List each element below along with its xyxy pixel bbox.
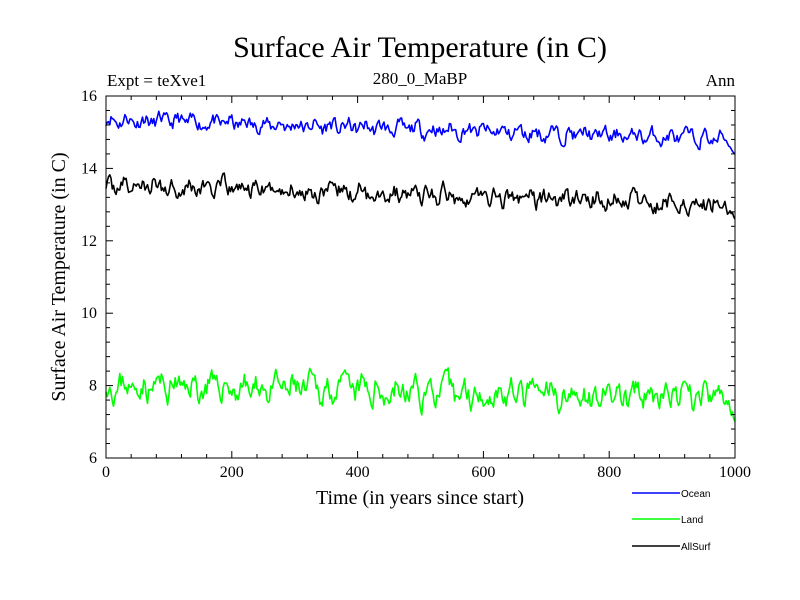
series-line-ocean — [105, 110, 736, 155]
chart-subtitle: 280_0_MaBP — [373, 69, 467, 88]
series-line-allsurf — [105, 172, 736, 220]
plot-area: 0 200 400 600 800 1000 6 8 10 12 14 16 — [81, 88, 751, 481]
x-tick-label: 800 — [597, 464, 621, 481]
series-line-land — [105, 367, 736, 423]
x-tick-label: 200 — [220, 464, 244, 481]
legend-label-ocean: Ocean — [681, 489, 710, 500]
season-label: Ann — [706, 71, 736, 90]
x-tick-label: 0 — [102, 464, 110, 481]
x-axis-label: Time (in years since start) — [316, 487, 524, 509]
y-axis-label: Surface Air Temperature (in C) — [48, 152, 70, 401]
legend-label-allsurf: AllSurf — [681, 542, 711, 553]
y-tick-label: 6 — [89, 450, 97, 467]
y-tick-label: 14 — [81, 160, 97, 177]
y-tick-label: 12 — [81, 233, 97, 250]
x-tick-label: 1000 — [719, 464, 751, 481]
x-tick-label: 400 — [346, 464, 370, 481]
chart-title: Surface Air Temperature (in C) — [233, 31, 607, 64]
x-tick-label: 600 — [471, 464, 495, 481]
y-tick-label: 10 — [81, 305, 97, 322]
plot-frame — [105, 95, 736, 459]
y-tick-label: 16 — [81, 88, 97, 105]
experiment-label: Expt = teXve1 — [107, 71, 206, 90]
legend: Ocean Land AllSurf — [632, 489, 711, 553]
y-tick-label: 8 — [89, 378, 97, 395]
legend-label-land: Land — [681, 515, 703, 526]
